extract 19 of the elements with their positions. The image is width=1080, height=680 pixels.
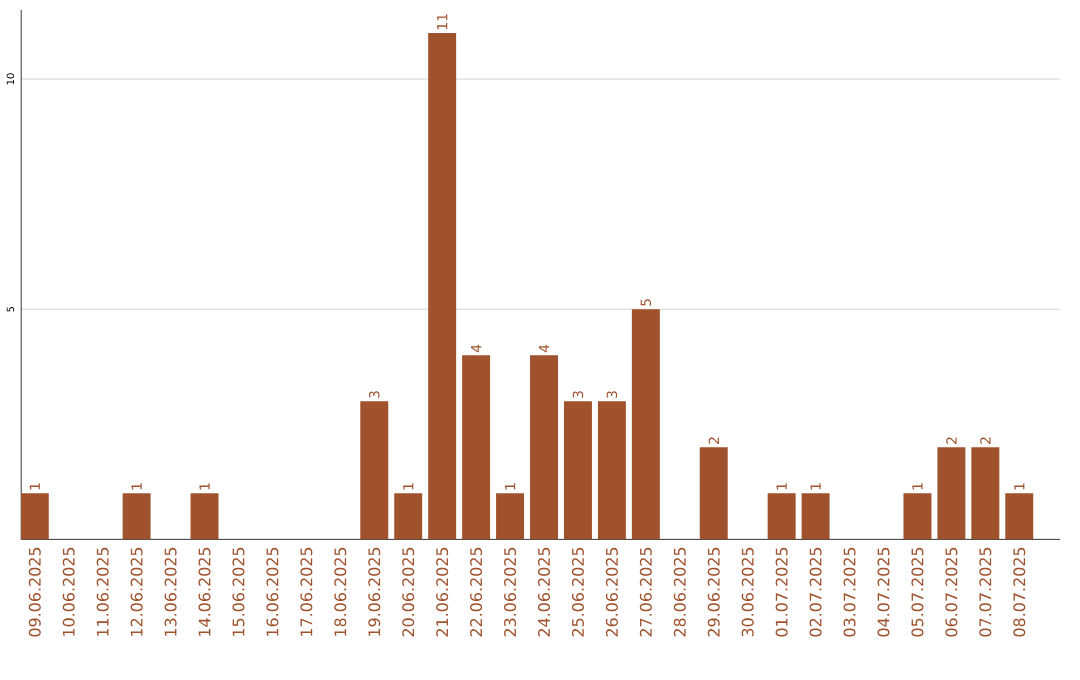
bar [801,493,830,540]
bar [971,447,1000,540]
bar [631,309,660,540]
bar [21,493,49,540]
bar [190,493,219,540]
bar [462,355,491,540]
bar [699,447,728,540]
bar [428,33,457,540]
bar [767,493,796,540]
bar [1005,493,1034,540]
bar [360,401,389,540]
bar [903,493,932,540]
bar [122,493,151,540]
bar [394,493,423,540]
bar [496,493,525,540]
bar [597,401,626,540]
bar [530,355,558,540]
bar [563,401,592,540]
bar [937,447,966,540]
